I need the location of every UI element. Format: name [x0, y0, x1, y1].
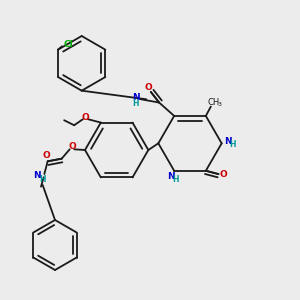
Text: CH: CH — [207, 98, 220, 107]
Text: O: O — [43, 151, 50, 160]
Text: H: H — [230, 140, 236, 149]
Text: N: N — [167, 172, 175, 181]
Text: O: O — [219, 169, 227, 178]
Text: Cl: Cl — [63, 40, 73, 49]
Text: O: O — [82, 113, 89, 122]
Text: N: N — [224, 137, 232, 146]
Text: H: H — [39, 176, 46, 184]
Text: O: O — [68, 142, 76, 152]
Text: H: H — [132, 99, 139, 108]
Text: O: O — [144, 83, 152, 92]
Text: H: H — [172, 175, 179, 184]
Text: N: N — [132, 93, 139, 102]
Text: 3: 3 — [217, 102, 221, 107]
Text: N: N — [33, 171, 41, 180]
